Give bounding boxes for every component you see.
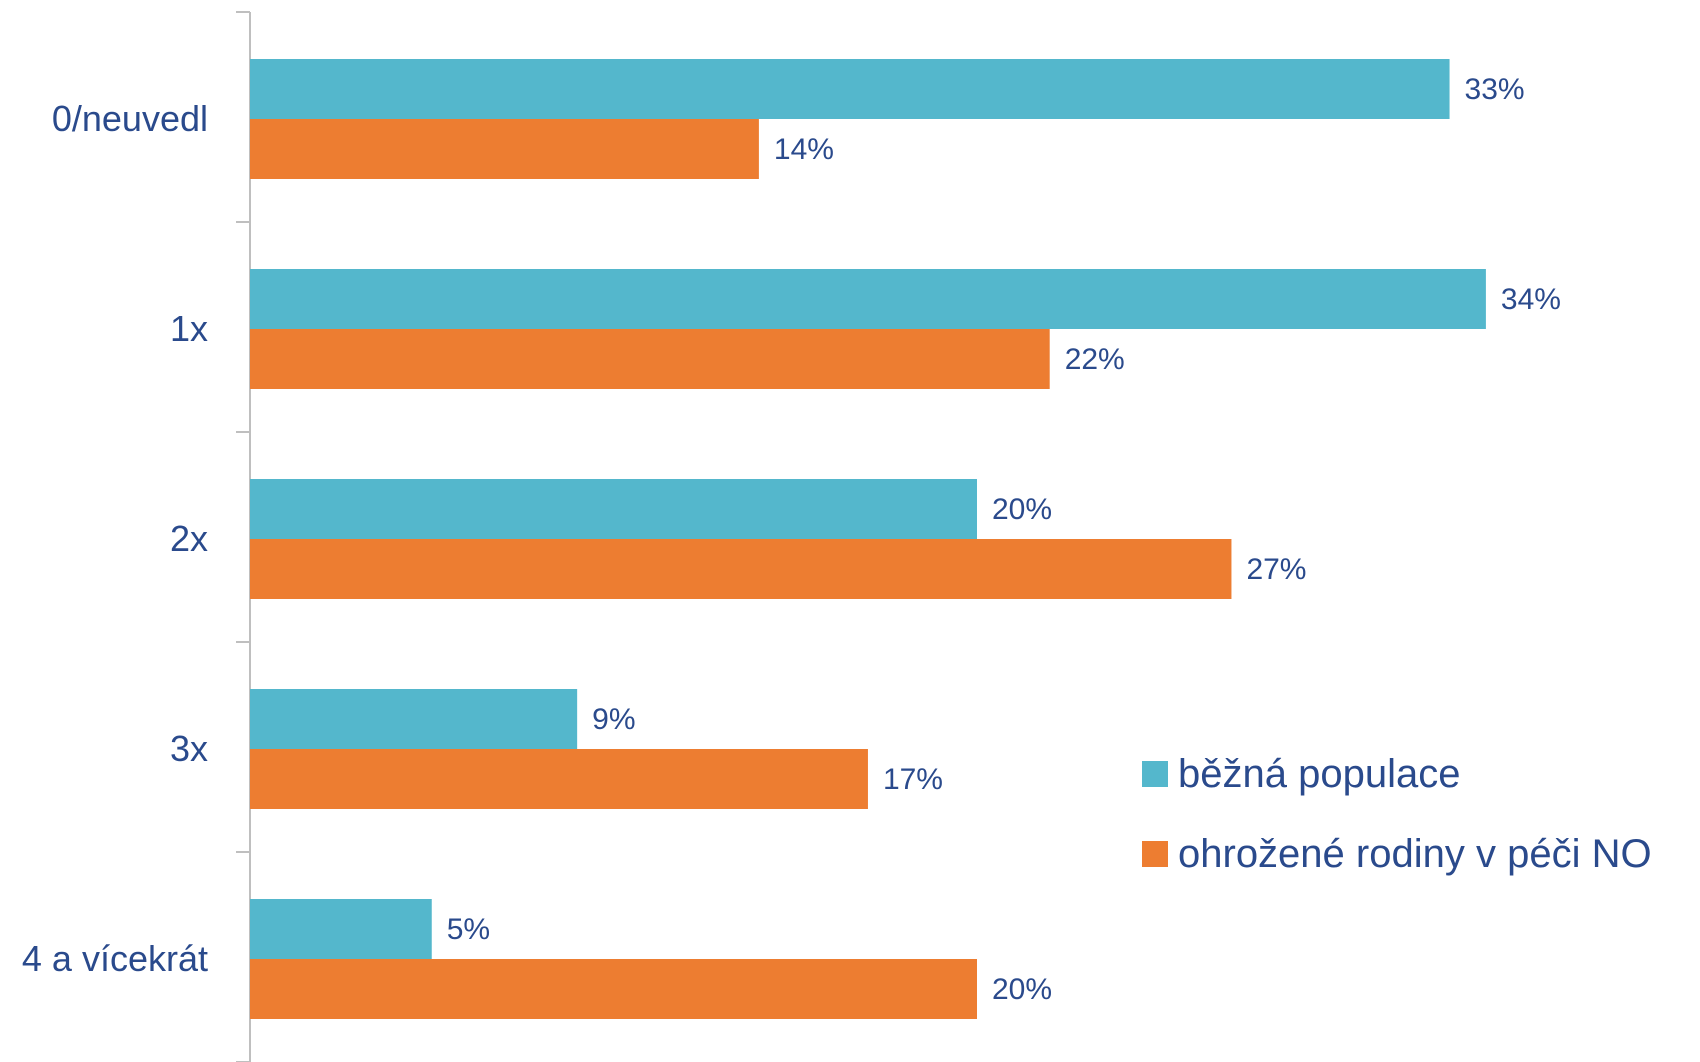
- legend-label-ohrozene-rodiny: ohrožené rodiny v péči NO: [1178, 831, 1652, 876]
- bar: [250, 59, 1450, 119]
- data-label: 20%: [992, 493, 1052, 526]
- category-label: 4 a vícekrát: [22, 938, 208, 979]
- category-labels: 0/neuvedl 1x 2x 3x 4 a vícekrát: [22, 98, 208, 979]
- data-label: 5%: [447, 913, 490, 946]
- category-label: 2x: [170, 518, 208, 559]
- legend-item-ohrozene-rodiny: ohrožené rodiny v péči NO: [1142, 830, 1652, 878]
- legend: běžná populace ohrožené rodiny v péči NO: [1142, 750, 1652, 910]
- legend-label-bezna-populace: běžná populace: [1178, 751, 1461, 796]
- bar: [250, 329, 1050, 389]
- category-label: 0/neuvedl: [52, 98, 208, 139]
- data-label: 34%: [1501, 283, 1561, 316]
- data-label: 9%: [592, 703, 635, 736]
- bars: [250, 59, 1486, 1019]
- category-label: 3x: [170, 728, 208, 769]
- bar: [250, 749, 868, 809]
- data-label: 33%: [1465, 73, 1525, 106]
- bar: [250, 689, 578, 749]
- axis-ticks: [236, 11, 250, 1062]
- legend-swatch-ohrozene-rodiny: [1142, 841, 1168, 867]
- data-label: 22%: [1065, 343, 1125, 376]
- data-label: 17%: [883, 763, 943, 796]
- data-label: 27%: [1246, 553, 1306, 586]
- legend-item-bezna-populace: běžná populace: [1142, 750, 1652, 798]
- bar: [250, 479, 977, 539]
- data-label: 20%: [992, 973, 1052, 1006]
- bar: [250, 899, 432, 959]
- bar: [250, 269, 1486, 329]
- legend-swatch-bezna-populace: [1142, 761, 1168, 787]
- data-label: 14%: [774, 133, 834, 166]
- bar: [250, 119, 759, 179]
- value-labels: 33% 14% 34% 22% 20% 27% 9% 17% 5% 20%: [447, 73, 1561, 1006]
- category-label: 1x: [170, 308, 208, 349]
- bar: [250, 539, 1232, 599]
- bar: [250, 959, 977, 1019]
